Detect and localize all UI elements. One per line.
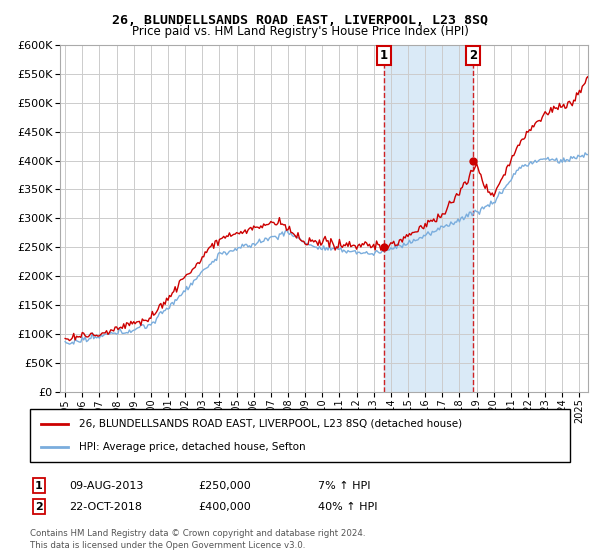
Text: HPI: Average price, detached house, Sefton: HPI: Average price, detached house, Seft… xyxy=(79,442,305,452)
Text: Contains HM Land Registry data © Crown copyright and database right 2024.: Contains HM Land Registry data © Crown c… xyxy=(30,529,365,538)
Text: This data is licensed under the Open Government Licence v3.0.: This data is licensed under the Open Gov… xyxy=(30,542,305,550)
Text: 22-OCT-2018: 22-OCT-2018 xyxy=(69,502,142,512)
Text: £250,000: £250,000 xyxy=(198,480,251,491)
Text: 7% ↑ HPI: 7% ↑ HPI xyxy=(318,480,371,491)
Text: 1: 1 xyxy=(35,480,43,491)
Text: 40% ↑ HPI: 40% ↑ HPI xyxy=(318,502,377,512)
Text: 09-AUG-2013: 09-AUG-2013 xyxy=(69,480,143,491)
Bar xyxy=(384,45,473,392)
Text: 2: 2 xyxy=(469,49,477,62)
Text: 2: 2 xyxy=(35,502,43,512)
Text: 26, BLUNDELLSANDS ROAD EAST, LIVERPOOL, L23 8SQ (detached house): 26, BLUNDELLSANDS ROAD EAST, LIVERPOOL, … xyxy=(79,419,462,429)
Text: Price paid vs. HM Land Registry's House Price Index (HPI): Price paid vs. HM Land Registry's House … xyxy=(131,25,469,38)
Text: 26, BLUNDELLSANDS ROAD EAST, LIVERPOOL, L23 8SQ: 26, BLUNDELLSANDS ROAD EAST, LIVERPOOL, … xyxy=(112,14,488,27)
FancyBboxPatch shape xyxy=(30,409,570,462)
Text: £400,000: £400,000 xyxy=(198,502,251,512)
Text: 1: 1 xyxy=(380,49,388,62)
